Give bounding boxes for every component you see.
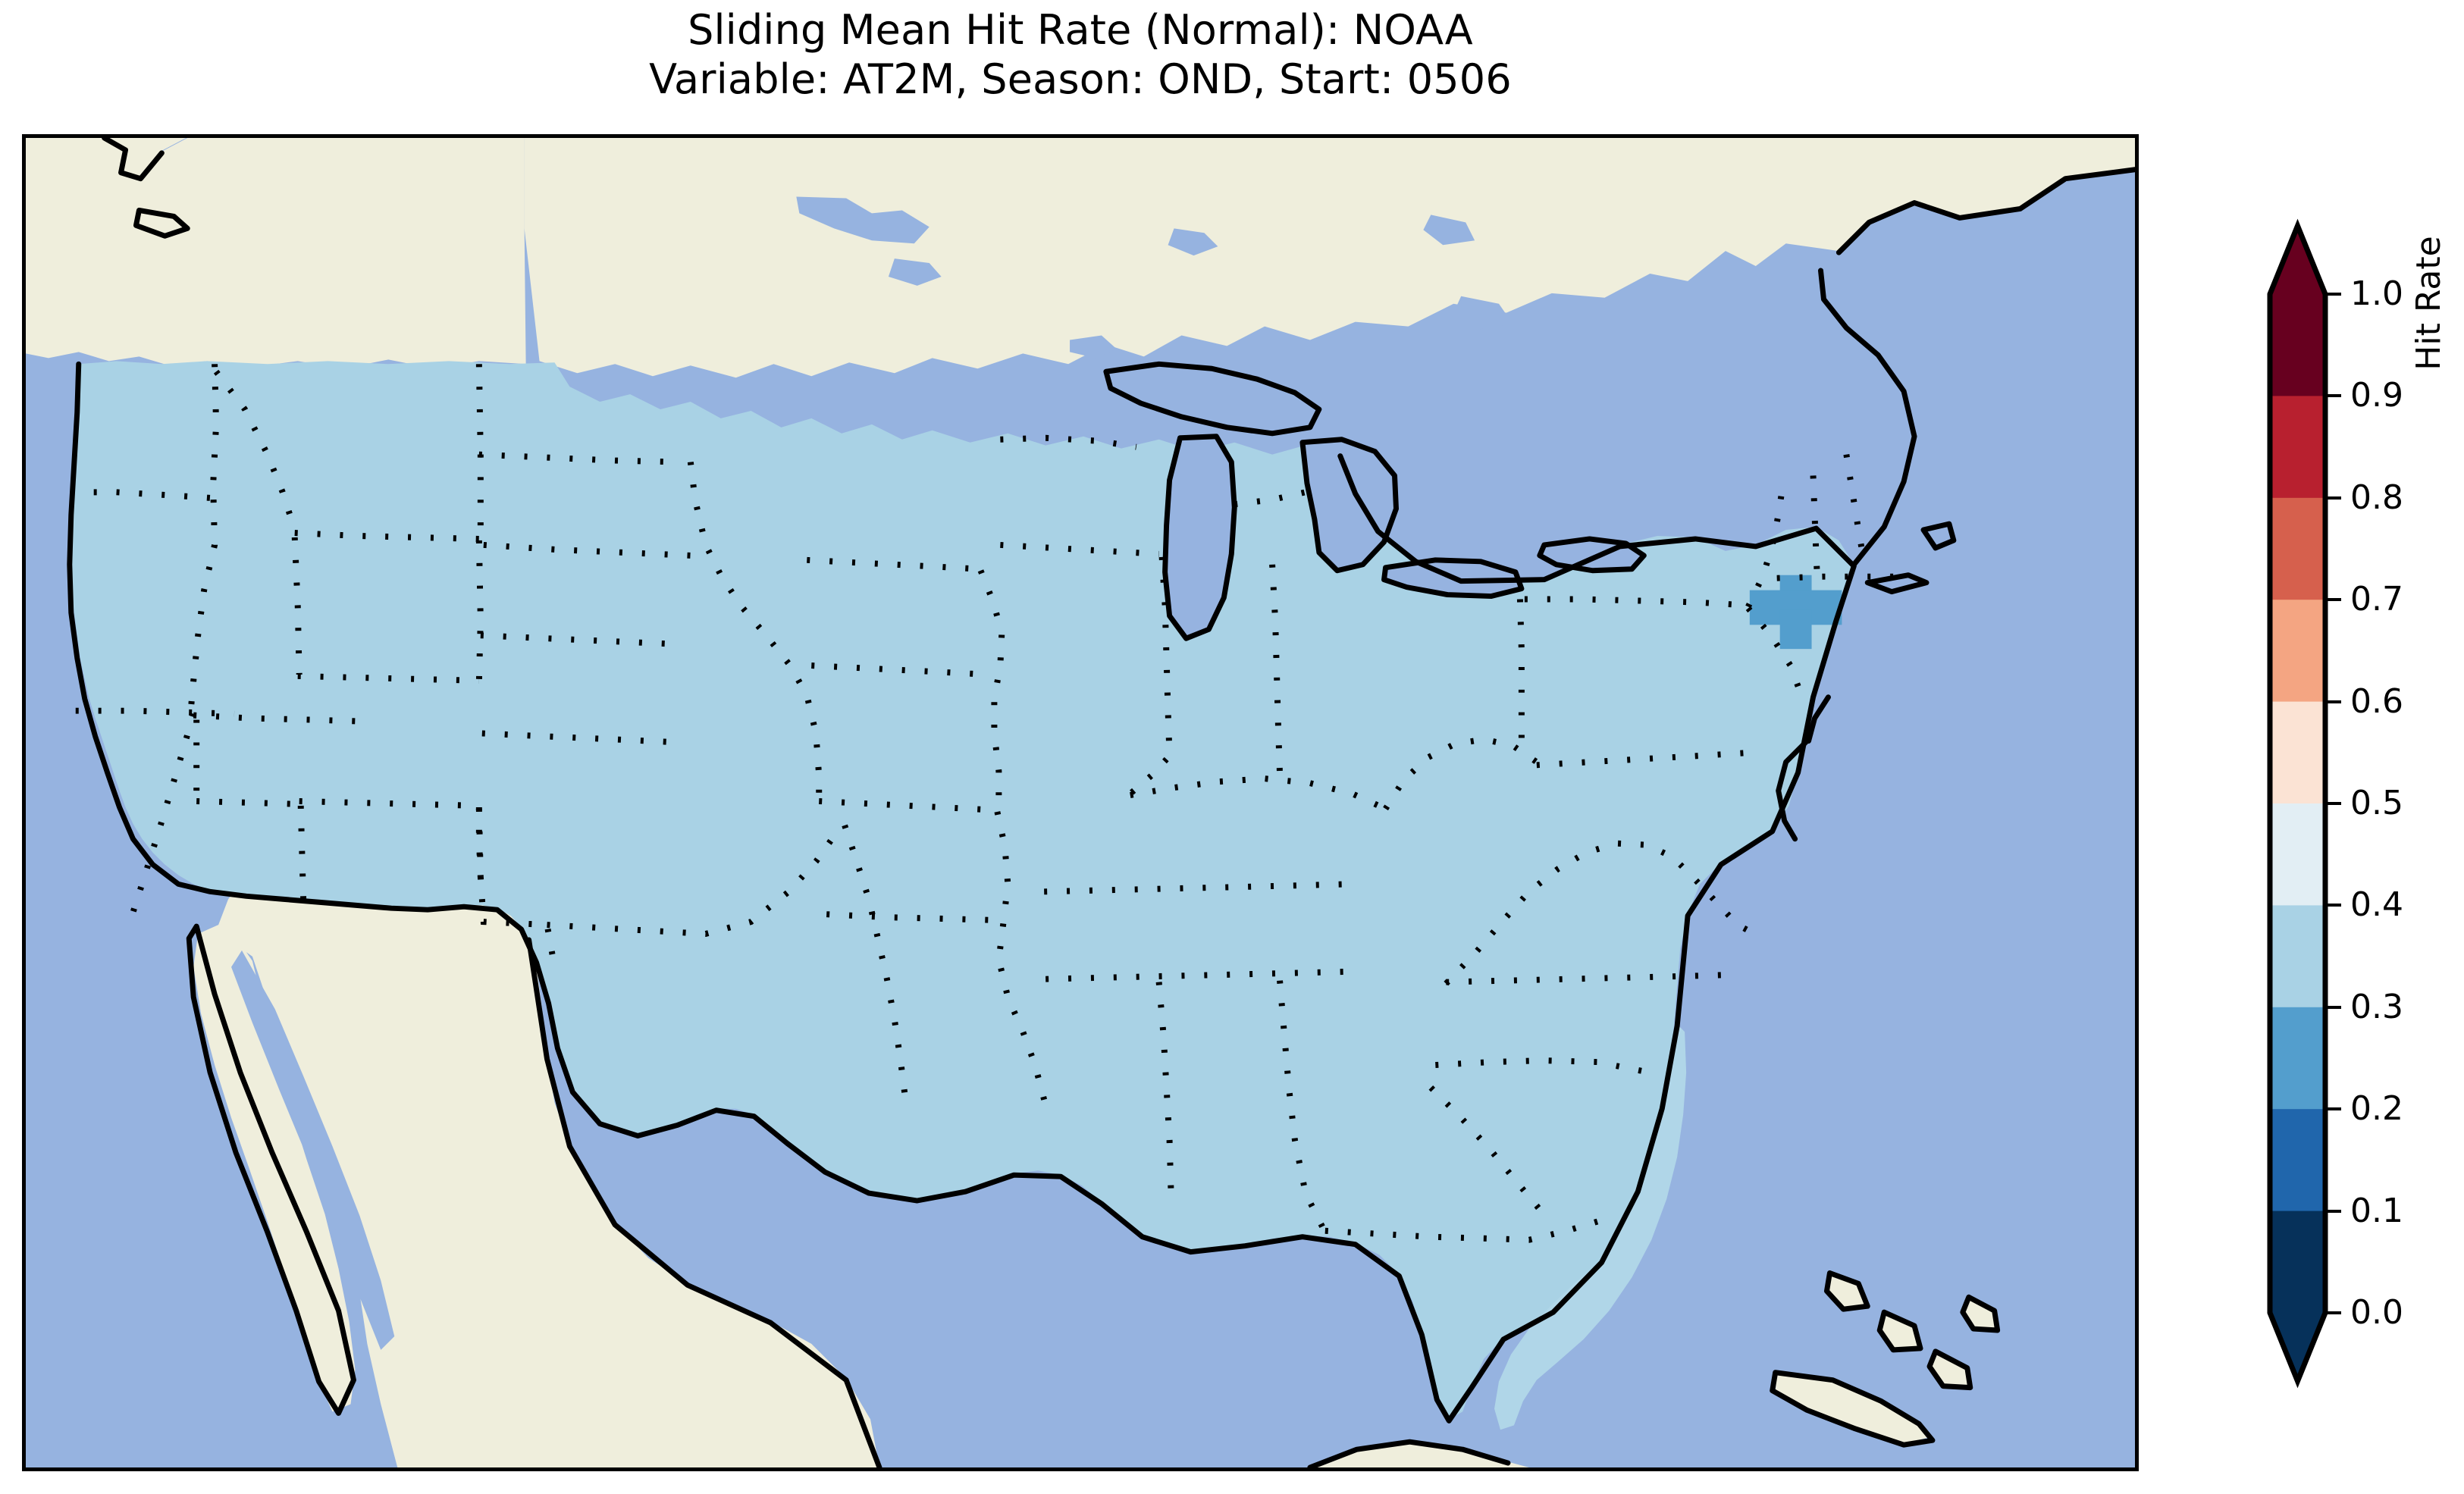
tick-label: 0.8 <box>2350 478 2403 517</box>
canada-inland-water-2 <box>888 258 942 286</box>
tick-label: 0.6 <box>2350 681 2403 721</box>
colorbar-band-5 <box>2270 803 2325 906</box>
tick-mark <box>2325 598 2341 602</box>
tick-mark <box>2325 1311 2341 1314</box>
lake-superior <box>1105 364 1319 434</box>
colorbar-ticks: 1.0 0.9 0.8 0.7 0.6 0.5 0.4 0.3 0.2 0.1 0.0 <box>2325 275 2464 1332</box>
colorbar-band-9 <box>2270 1211 2325 1314</box>
colorbar-band-1 <box>2270 396 2325 499</box>
tick-label: 0.4 <box>2350 885 2403 925</box>
title-line-2: Variable: AT2M, Season: OND, Start: 0506 <box>649 55 1512 103</box>
tick-label: 0.7 <box>2350 580 2403 619</box>
tick-mark <box>2325 496 2341 500</box>
tick-label: 0.9 <box>2350 376 2403 415</box>
colorbar-canvas <box>2267 218 2328 1389</box>
bahamas-island-3 <box>1930 1351 1969 1386</box>
map-canvas <box>26 138 2135 1467</box>
title-line-1: Sliding Mean Hit Rate (Normal): NOAA <box>688 6 1473 54</box>
canada-inland-water-4 <box>1423 215 1475 246</box>
baja-peninsula <box>193 922 356 1412</box>
colorbar-band-8 <box>2270 1109 2325 1212</box>
canada-west-block <box>26 138 526 369</box>
tick-mark <box>2325 1209 2341 1213</box>
colorbar-band-4 <box>2270 701 2325 804</box>
lake-michigan <box>1165 436 1235 639</box>
bahamas-island-2 <box>1881 1314 1920 1348</box>
colorbar-over-arrow <box>2270 226 2325 294</box>
tick-mark <box>2325 394 2341 398</box>
colorbar-axis-label: Hit Rate <box>2409 236 2448 371</box>
gulf-of-california <box>231 950 395 1350</box>
tick-mark <box>2325 1107 2341 1111</box>
conus-data-fill <box>69 361 1854 1420</box>
bahamas-island-4 <box>1964 1298 1996 1330</box>
canada-inland-water <box>796 196 929 244</box>
tick-mark <box>2325 700 2341 703</box>
tick-label: 0.2 <box>2350 1089 2403 1129</box>
great-lakes <box>1070 335 1644 639</box>
colorbar-under-arrow <box>2270 1313 2325 1381</box>
tick-label: 0.1 <box>2350 1191 2403 1230</box>
tick-label: 0.0 <box>2350 1293 2403 1332</box>
figure-title: Sliding Mean Hit Rate (Normal): NOAA Var… <box>0 6 2161 105</box>
tick-label: 1.0 <box>2350 274 2403 313</box>
tick-mark <box>2325 293 2341 296</box>
tick-mark <box>2325 904 2341 907</box>
lake-huron <box>1302 439 1397 571</box>
colorbar[interactable]: 1.0 0.9 0.8 0.7 0.6 0.5 0.4 0.3 0.2 0.1 0.0 <box>2267 218 2403 1389</box>
colorbar-band-0 <box>2270 294 2325 396</box>
tick-label: 0.3 <box>2350 987 2403 1026</box>
canada-inland-water-3 <box>1168 228 1218 256</box>
colorbar-bands <box>2270 294 2325 1314</box>
tick-mark <box>2325 802 2341 805</box>
tick-mark <box>2325 1005 2341 1009</box>
colorbar-band-7 <box>2270 1007 2325 1110</box>
colorbar-band-6 <box>2270 905 2325 1008</box>
state-borders <box>71 364 1909 1243</box>
map-panel <box>22 134 2139 1471</box>
canada-landmass <box>104 138 2135 378</box>
vt-nh-low-hitrate-patch <box>1749 575 1842 650</box>
coastlines <box>67 138 2135 1467</box>
tick-label: 0.5 <box>2350 784 2403 822</box>
florida-data-fill <box>1494 1024 1687 1430</box>
colorbar-band-2 <box>2270 497 2325 600</box>
lake-small-north <box>1070 335 1117 359</box>
canada-inland-water-5 <box>1453 296 1513 330</box>
colorbar-band-3 <box>2270 600 2325 703</box>
cuba-landmass <box>1775 1370 1930 1444</box>
